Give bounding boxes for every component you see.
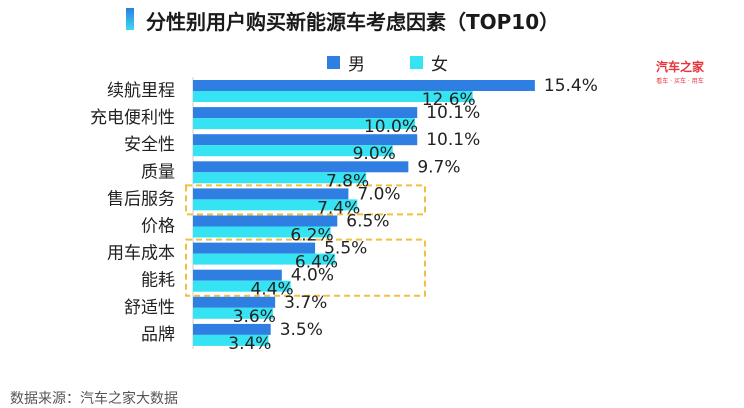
value-label-female: 6.4%	[295, 253, 338, 273]
bar-female	[193, 226, 331, 238]
highlight-box-2	[185, 238, 426, 297]
category-label: 售后服务	[107, 189, 175, 209]
legend-female: 女	[410, 50, 448, 75]
value-label-female: 10.0%	[364, 117, 418, 137]
bar-female	[193, 199, 358, 211]
bar-female	[193, 145, 393, 157]
category-label: 安全性	[124, 135, 175, 155]
value-label-male: 5.5%	[324, 239, 367, 259]
bar-female	[193, 172, 367, 184]
bar-female	[193, 334, 269, 346]
brand-tagline: 看车 · 买车 · 用车	[656, 78, 704, 85]
category-label: 充电便利性	[90, 108, 175, 128]
bar-male	[193, 107, 418, 119]
value-label-male: 6.5%	[346, 212, 389, 232]
value-label-male: 15.4%	[544, 76, 598, 96]
value-label-female: 3.4%	[228, 334, 271, 354]
value-label-male: 9.7%	[417, 157, 460, 177]
value-label-male: 4.0%	[291, 266, 334, 286]
value-label-male: 10.1%	[426, 103, 480, 123]
legend-male: 男	[327, 50, 365, 75]
value-label-female: 4.4%	[250, 280, 293, 300]
value-label-female: 12.6%	[422, 90, 476, 110]
bar-male	[193, 134, 418, 146]
data-source: 数据来源：汽车之家大数据	[10, 391, 178, 407]
bar-male	[193, 161, 409, 173]
bar-male	[193, 296, 276, 308]
category-label: 能耗	[141, 271, 175, 291]
bar-female	[193, 118, 415, 130]
bar-male	[193, 242, 316, 254]
value-label-female: 9.0%	[353, 144, 396, 164]
legend-female-swatch	[410, 56, 423, 69]
category-label: 质量	[141, 162, 175, 182]
title-accent-bar	[126, 8, 134, 30]
highlight-box-1	[185, 184, 426, 216]
category-label: 舒适性	[124, 298, 175, 318]
bar-male	[193, 269, 282, 281]
value-label-female: 3.6%	[233, 307, 276, 327]
category-label: 价格	[141, 217, 175, 237]
value-label-male: 3.7%	[284, 293, 327, 313]
value-label-male: 7.0%	[357, 184, 400, 204]
bar-female	[193, 253, 336, 265]
brand-name: 汽车之家	[656, 60, 705, 74]
bar-female	[193, 307, 273, 319]
bar-female	[193, 280, 291, 292]
bar-male	[193, 80, 535, 91]
bar-female	[193, 91, 473, 102]
value-label-female: 7.8%	[326, 171, 369, 191]
legend-male-label: 男	[348, 55, 365, 75]
bar-male	[193, 188, 349, 200]
legend-male-swatch	[327, 56, 340, 69]
value-label-female: 7.4%	[317, 198, 360, 218]
category-label: 续航里程	[107, 81, 175, 101]
value-label-male: 10.1%	[426, 130, 480, 150]
chart-title: 分性别用户购买新能源车考虑因素（TOP10）	[146, 10, 560, 34]
bar-male	[193, 215, 338, 227]
brand-logo: 汽车之家 看车 · 买车 · 用车	[656, 58, 704, 85]
bar-male	[193, 323, 271, 335]
value-label-male: 3.5%	[280, 320, 323, 340]
value-label-female: 6.2%	[290, 226, 333, 246]
category-label: 品牌	[141, 325, 175, 345]
legend-female-label: 女	[431, 55, 448, 75]
category-label: 用车成本	[107, 244, 175, 264]
